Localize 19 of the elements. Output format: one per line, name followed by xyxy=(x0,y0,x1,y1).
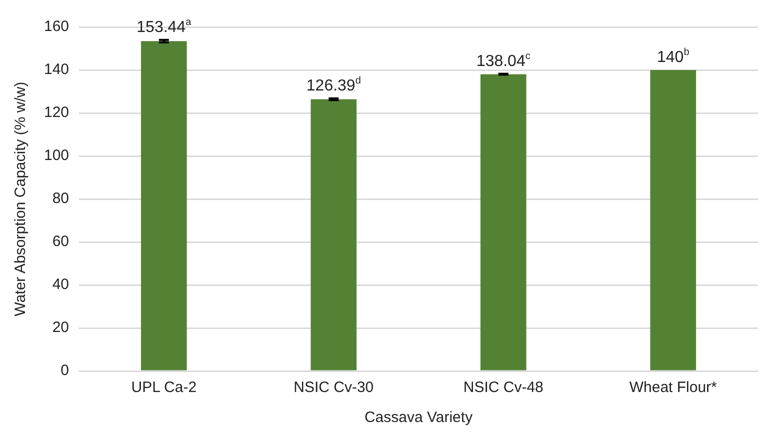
y-axis-title: Water Absorption Capacity (% w/w) xyxy=(12,82,30,316)
bar xyxy=(140,41,187,370)
x-tick-label: Wheat Flour* xyxy=(629,379,718,396)
x-axis-title: Cassava Variety xyxy=(364,409,474,426)
bar xyxy=(650,70,696,370)
y-tick-label: 20 xyxy=(52,319,70,336)
y-tick-label: 80 xyxy=(52,190,70,208)
x-tick-label: NSIC Cv-30 xyxy=(294,379,374,396)
y-tick-label: 120 xyxy=(44,104,70,122)
y-tick-label: 60 xyxy=(52,233,70,250)
bar xyxy=(480,74,526,370)
y-tick-label: 140 xyxy=(44,61,70,78)
y-tick-label: 160 xyxy=(44,18,70,36)
y-tick-label: 0 xyxy=(60,362,70,380)
y-tick-label: 40 xyxy=(52,276,70,294)
y-tick-label: 100 xyxy=(44,147,70,164)
x-tick-label: UPL Ca-2 xyxy=(131,379,197,396)
bar xyxy=(310,99,357,370)
x-tick-label: NSIC Cv-48 xyxy=(463,379,544,396)
